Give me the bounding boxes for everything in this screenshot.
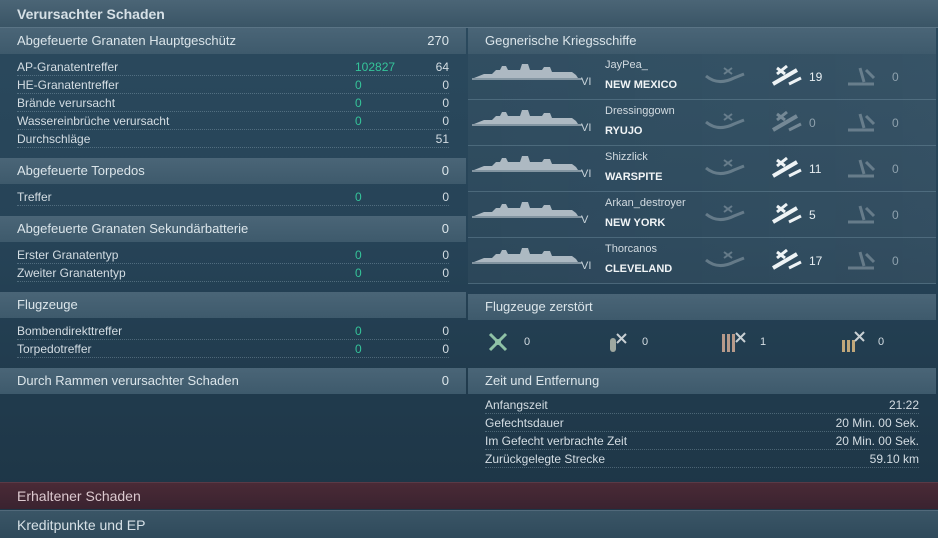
ship-name: CLEVELAND xyxy=(605,263,673,275)
enemy-ship-list[interactable]: VI JayPea_ NEW MEXICO 19 0 VI Dressinggown RYUJ… xyxy=(468,54,936,294)
spotted-count: 0 xyxy=(809,116,816,130)
time-row: Zurückgelegte Strecke 59.10 km xyxy=(485,450,919,468)
fire-icon xyxy=(848,113,876,132)
ship-hit-icon xyxy=(705,159,745,175)
player-name: Thorcanos xyxy=(605,243,657,255)
fire-count: 0 xyxy=(892,208,899,222)
enemy-ship-row[interactable]: VI Shizzlick WARSPITE 11 0 xyxy=(468,146,936,192)
ship-hit-icon xyxy=(705,251,745,267)
spotted-count: 19 xyxy=(809,70,823,84)
ship-hit-icon xyxy=(705,205,745,221)
aircraft-header: Flugzeuge xyxy=(0,292,466,318)
stat-row: Torpedotreffer 0 0 xyxy=(17,340,449,358)
spotted-icon xyxy=(771,202,802,224)
enemy-ship-row[interactable]: VI Thorcanos CLEVELAND 17 0 xyxy=(468,238,936,284)
fire-icon xyxy=(848,205,876,224)
ship-tier: V xyxy=(581,214,589,226)
ship-silhouette-icon xyxy=(472,110,582,126)
ship-silhouette-icon xyxy=(472,64,582,80)
damage-dealt-panel: Abgefeuerte Granaten Hauptgeschütz 270 A… xyxy=(0,28,466,481)
secondary-header: Abgefeuerte Granaten Sekundärbatterie 0 xyxy=(0,216,466,242)
fighter-plane-icon xyxy=(488,332,508,352)
spotted-count: 11 xyxy=(809,162,822,176)
ramming-header: Durch Rammen verursachter Schaden 0 xyxy=(0,368,466,394)
credits-xp-tab[interactable]: Kreditpunkte und EP xyxy=(0,510,938,538)
main-battery-rows: AP-Granatentreffer 102827 64 HE-Granatentr… xyxy=(0,54,466,148)
time-row: Anfangszeit 21:22 xyxy=(485,396,919,414)
stat-row: Brände verursacht 0 0 xyxy=(17,94,449,112)
ship-tier: VI xyxy=(581,260,592,272)
stat-row: Erster Granatentyp 0 0 xyxy=(17,246,449,264)
enemy-ships-header: Gegnerische Kriegsschiffe xyxy=(468,28,936,54)
player-name: Shizzlick xyxy=(605,151,648,163)
aircraft-rows: Bombendirekttreffer 0 0 Torpedotreffer 0 0 xyxy=(0,318,466,358)
ship-hit-icon xyxy=(705,113,745,129)
fire-count: 0 xyxy=(892,70,899,84)
ship-tier: VI xyxy=(581,76,592,88)
stat-row: Treffer 0 0 xyxy=(17,188,449,206)
fire-icon xyxy=(848,251,876,270)
spotted-count: 5 xyxy=(809,208,816,222)
fire-count: 0 xyxy=(892,162,899,176)
enemy-panel: Gegnerische Kriegsschiffe VI JayPea_ NEW M… xyxy=(468,28,936,481)
spotted-icon xyxy=(771,248,802,270)
fire-count: 0 xyxy=(892,116,899,130)
ship-name: NEW YORK xyxy=(605,217,666,229)
player-name: Arkan_destroyer xyxy=(605,197,686,209)
spotted-icon xyxy=(771,110,802,132)
page-title: Verursachter Schaden xyxy=(0,0,938,28)
torpedo-bomber-icon xyxy=(610,333,627,352)
enemy-ship-row[interactable]: VI JayPea_ NEW MEXICO 19 0 xyxy=(468,54,936,100)
time-distance-header: Zeit und Entfernung xyxy=(468,368,936,394)
spotted-icon xyxy=(771,156,802,178)
torpedoes-header: Abgefeuerte Torpedos 0 xyxy=(0,158,466,184)
ship-hit-icon xyxy=(705,67,745,83)
enemy-ship-row[interactable]: V Arkan_destroyer NEW YORK 5 0 xyxy=(468,192,936,238)
secondary-rows: Erster Granatentyp 0 0 Zweiter Granatentyp… xyxy=(0,242,466,282)
player-name: JayPea_ xyxy=(605,59,648,71)
stat-row: AP-Granatentreffer 102827 64 xyxy=(17,58,449,76)
spotted-icon xyxy=(771,64,802,86)
planes-destroyed-row: 0 0 1 0 xyxy=(468,320,936,368)
time-row: Im Gefecht verbrachte Zeit 20 Min. 00 Sek… xyxy=(485,432,919,450)
enemy-ship-row[interactable]: VI Dressinggown RYUJO 0 0 xyxy=(468,100,936,146)
ship-silhouette-icon xyxy=(472,202,582,218)
ship-silhouette-icon xyxy=(472,156,582,172)
stat-row: Zweiter Granatentyp 0 0 xyxy=(17,264,449,282)
dive-bomber-icon xyxy=(722,332,746,352)
ship-name: WARSPITE xyxy=(605,171,663,183)
planes-destroyed-header: Flugzeuge zerstört xyxy=(468,294,936,320)
fire-count: 0 xyxy=(892,254,899,268)
ship-silhouette-icon xyxy=(472,248,582,264)
main-battery-header: Abgefeuerte Granaten Hauptgeschütz 270 xyxy=(0,28,466,54)
time-row: Gefechtsdauer 20 Min. 00 Sek. xyxy=(485,414,919,432)
stat-row: Wassereinbrüche verursacht 0 0 xyxy=(17,112,449,130)
received-damage-tab[interactable]: Erhaltener Schaden xyxy=(0,482,938,509)
ship-name: RYUJO xyxy=(605,125,643,137)
ship-name: NEW MEXICO xyxy=(605,79,678,91)
stat-row: HE-Granatentreffer 0 0 xyxy=(17,76,449,94)
fire-icon xyxy=(848,67,876,86)
spotted-count: 17 xyxy=(809,254,823,268)
stat-row: Bombendirekttreffer 0 0 xyxy=(17,322,449,340)
time-distance-rows: Anfangszeit 21:22 Gefechtsdauer 20 Min. 00… xyxy=(468,394,936,468)
ship-tier: VI xyxy=(581,168,592,180)
squadron-icon xyxy=(842,331,865,352)
fire-icon xyxy=(848,159,876,178)
stat-row: Durchschläge 51 xyxy=(17,130,449,148)
torpedoes-rows: Treffer 0 0 xyxy=(0,184,466,206)
ship-tier: VI xyxy=(581,122,592,134)
player-name: Dressinggown xyxy=(605,105,675,117)
